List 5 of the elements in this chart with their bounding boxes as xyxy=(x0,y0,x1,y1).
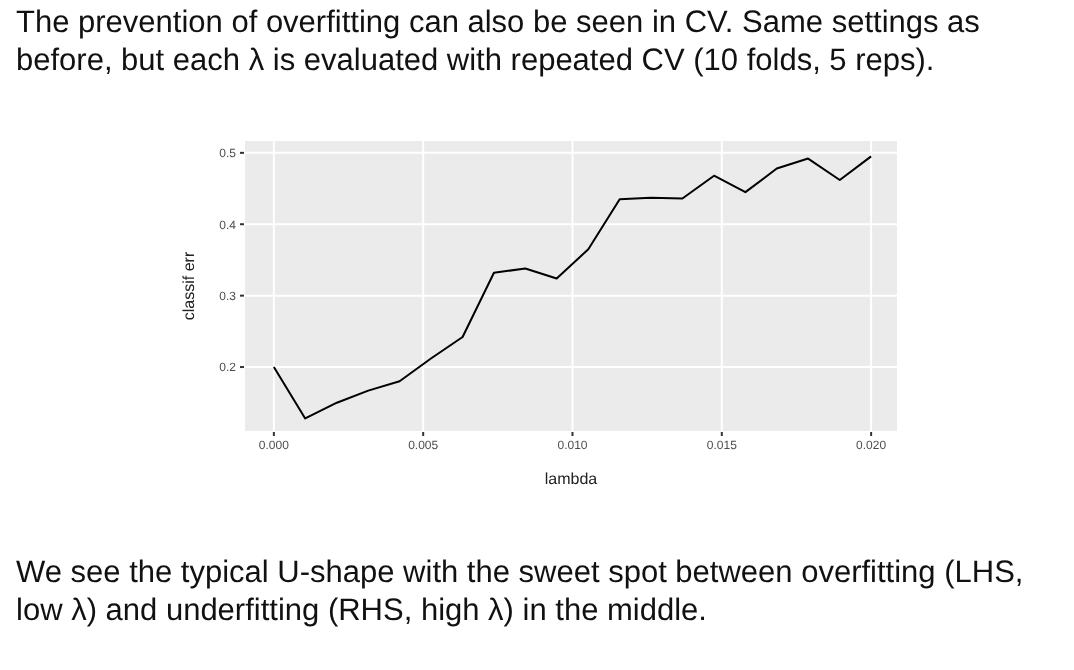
line-series xyxy=(272,155,873,420)
text: We see the typical U-shape with the sweet spot between overfitting (LHS, low λ) and underfitting (RHS, high λ) in the middle. xyxy=(16,554,1026,630)
y-axis-title: classif err xyxy=(179,251,198,321)
chart-title: The prevention of overfitting can also be seen in CV. Same settings as before, but each λ is evaluated with repeated CV (10 folds, 5 reps). xyxy=(16,4,982,80)
x-axis-title: lambda xyxy=(544,470,599,488)
